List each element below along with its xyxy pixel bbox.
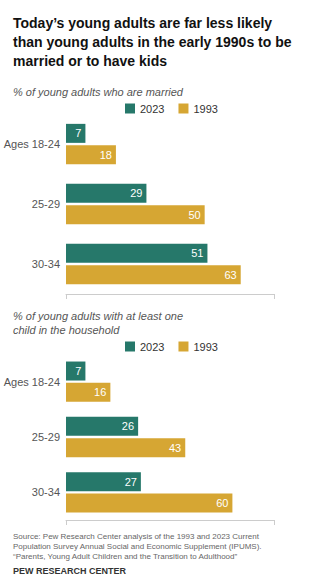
svg-text:29: 29 (130, 187, 142, 199)
svg-text:2023: 2023 (140, 103, 164, 115)
svg-text:child in the household: child in the household (13, 324, 120, 336)
svg-text:Population Survey Annual Socia: Population Survey Annual Social and Econ… (13, 542, 262, 551)
svg-text:7: 7 (75, 127, 81, 139)
svg-text:“Parents, Young Adult Children: “Parents, Young Adult Children and the T… (13, 552, 237, 561)
svg-text:30-34: 30-34 (32, 258, 60, 270)
svg-text:25-29: 25-29 (32, 198, 60, 210)
svg-text:30-34: 30-34 (32, 486, 60, 498)
svg-text:Ages 18-24: Ages 18-24 (4, 376, 60, 388)
svg-text:% of young adults with at leas: % of young adults with at least one (13, 310, 186, 322)
svg-text:1993: 1993 (193, 103, 217, 115)
svg-text:16: 16 (94, 386, 106, 398)
svg-text:7: 7 (75, 365, 81, 377)
svg-text:PEW RESEARCH CENTER: PEW RESEARCH CENTER (13, 566, 127, 576)
svg-text:43: 43 (169, 442, 181, 454)
svg-text:than young adults in the early: than young adults in the early 1990s to … (13, 34, 295, 50)
svg-text:51: 51 (191, 247, 203, 259)
svg-text:63: 63 (224, 269, 236, 281)
svg-text:60: 60 (216, 497, 228, 509)
svg-text:Today’s young adults are far l: Today’s young adults are far less likely (13, 15, 276, 31)
svg-text:26: 26 (122, 420, 134, 432)
svg-text:1993: 1993 (193, 341, 217, 353)
svg-text:Ages 18-24: Ages 18-24 (4, 138, 60, 150)
svg-text:18: 18 (100, 149, 112, 161)
svg-text:50: 50 (188, 209, 200, 221)
svg-text:2023: 2023 (140, 341, 164, 353)
svg-text:married or to have kids: married or to have kids (13, 53, 167, 69)
svg-text:% of young adults who are marr: % of young adults who are married (13, 86, 184, 98)
svg-text:27: 27 (125, 476, 137, 488)
svg-text:Source: Pew Research Center an: Source: Pew Research Center analysis of … (13, 532, 261, 541)
svg-text:25-29: 25-29 (32, 431, 60, 443)
